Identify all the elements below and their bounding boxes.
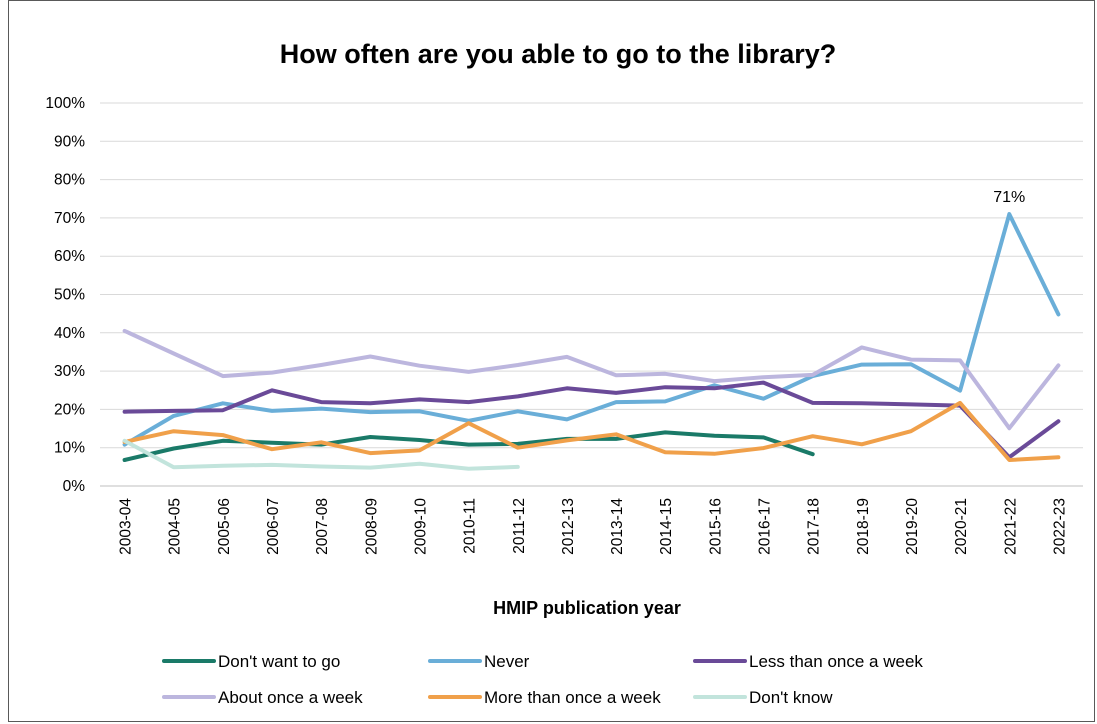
y-tick-label: 60% <box>54 248 85 265</box>
legend: Don't want to go Never Less than once a we… <box>162 652 923 707</box>
x-tick-label: 2018-19 <box>855 498 872 555</box>
x-tick-label: 2010-11 <box>462 498 479 554</box>
chart-frame: How often are you able to go to the libr… <box>8 0 1095 722</box>
x-tick-label: 2005-06 <box>216 498 233 555</box>
y-tick-label: 90% <box>54 133 85 150</box>
legend-label: Less than once a week <box>749 652 923 671</box>
series-line-1 <box>122 212 1061 447</box>
x-tick-label: 2015-16 <box>707 498 724 555</box>
series-lines <box>122 212 1061 471</box>
y-tick-label: 80% <box>54 172 85 189</box>
legend-label: About once a week <box>218 688 363 707</box>
x-tick-label: 2006-07 <box>265 498 282 555</box>
y-tick-label: 100% <box>45 95 85 112</box>
legend-label: Don't want to go <box>218 652 340 671</box>
gridlines <box>100 102 1083 487</box>
legend-label: Never <box>484 652 530 671</box>
y-tick-label: 20% <box>54 401 85 418</box>
chart-title: How often are you able to go to the libr… <box>280 39 837 69</box>
x-axis: 2003-04 2004-05 2005-06 2006-07 2007-08 2008-… <box>118 498 1069 555</box>
x-tick-label: 2004-05 <box>167 498 184 555</box>
y-tick-label: 10% <box>54 440 85 457</box>
series-line-2 <box>122 380 1061 460</box>
x-tick-label: 2003-04 <box>118 498 135 555</box>
x-tick-label: 2013-14 <box>609 498 626 555</box>
legend-label: Don't know <box>749 688 833 707</box>
x-axis-title: HMIP publication year <box>493 598 681 618</box>
x-tick-label: 2009-10 <box>412 498 429 555</box>
legend-label: More than once a week <box>484 688 661 707</box>
series-line-3 <box>122 328 1061 431</box>
x-tick-label: 2020-21 <box>953 498 970 555</box>
line-chart: How often are you able to go to the libr… <box>45 39 1083 707</box>
series-line-4 <box>122 400 1061 462</box>
y-axis: 0% 10% 20% 30% 40% 50% 60% 70% 80% 90% 100% <box>45 95 85 495</box>
series-line-5 <box>122 438 520 471</box>
x-tick-label: 2011-12 <box>511 498 528 554</box>
x-tick-label: 2016-17 <box>757 498 774 555</box>
x-tick-label: 2022-23 <box>1051 498 1068 555</box>
y-tick-label: 0% <box>63 478 86 495</box>
data-labels: 71% <box>993 189 1025 206</box>
x-tick-label: 2012-13 <box>560 498 577 555</box>
data-label: 71% <box>993 189 1025 206</box>
x-tick-label: 2019-20 <box>904 498 921 555</box>
y-tick-label: 30% <box>54 363 85 380</box>
x-tick-label: 2021-22 <box>1002 498 1019 555</box>
x-tick-label: 2008-09 <box>363 498 380 555</box>
x-tick-label: 2007-08 <box>314 498 331 555</box>
x-tick-label: 2017-18 <box>806 498 823 555</box>
y-tick-label: 50% <box>54 287 85 304</box>
y-tick-label: 70% <box>54 210 85 227</box>
y-tick-label: 40% <box>54 325 85 342</box>
x-tick-label: 2014-15 <box>658 498 675 555</box>
